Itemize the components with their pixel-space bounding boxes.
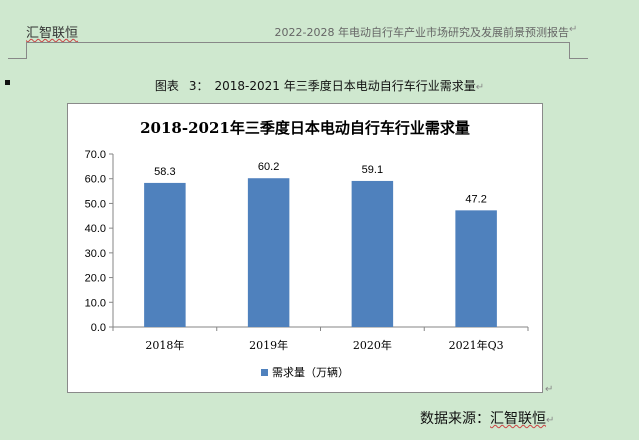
source-paragraph-mark: ↵	[546, 415, 555, 426]
bar	[455, 210, 497, 327]
figure-caption: 图表 3： 2018-2021 年三季度日本电动自行车行业需求量↵	[0, 77, 639, 94]
paragraph-bullet	[5, 80, 10, 85]
bar-chart: 2018-2021年三季度日本电动自行车行业需求量 0.0 10.0 20.0 30.0…	[85, 119, 529, 379]
source-label: 数据来源：	[420, 411, 490, 427]
x-tick-label: 2021年Q3	[449, 338, 504, 352]
legend-label: 需求量（万辆）	[272, 365, 349, 379]
legend-swatch	[261, 369, 268, 376]
header-company-name: 汇智联恒	[26, 26, 79, 41]
caption-number: 3：	[188, 79, 209, 93]
y-tick-label: 50.0	[85, 198, 106, 210]
header-paragraph-mark: ↵	[569, 24, 578, 35]
header-corner-right	[569, 42, 588, 59]
x-tick-label: 2019年	[249, 338, 288, 352]
y-tick-label: 30.0	[85, 248, 106, 260]
chart-paragraph-mark: ↵	[545, 384, 554, 395]
x-tick-label: 2020年	[353, 338, 392, 352]
bar	[247, 178, 290, 327]
data-label: 60.2	[258, 161, 279, 173]
y-tick-label: 70.0	[85, 149, 106, 161]
source-line: 数据来源：汇智联恒↵	[420, 408, 554, 428]
chart-frame[interactable]: 2018-2021年三季度日本电动自行车行业需求量 0.0 10.0 20.0 30.0…	[67, 103, 543, 393]
data-label: 59.1	[362, 164, 383, 176]
x-tick-label: 2018年	[145, 338, 184, 352]
chart-title: 2018-2021年三季度日本电动自行车行业需求量	[140, 119, 470, 137]
y-tick-label: 10.0	[85, 297, 106, 309]
y-tick-label: 60.0	[85, 174, 106, 186]
bar	[144, 182, 186, 327]
caption-prefix: 图表	[154, 79, 179, 93]
data-label: 47.2	[465, 193, 486, 205]
caption-paragraph-mark: ↵	[475, 82, 485, 93]
y-tick-label: 20.0	[85, 273, 106, 285]
caption-text: 2018-2021 年三季度日本电动自行车行业需求量	[214, 79, 476, 93]
data-label: 58.3	[154, 166, 175, 178]
source-name: 汇智联恒	[490, 411, 546, 427]
bar	[351, 180, 394, 327]
header-report-title: 2022-2028 年电动自行车产业市场研究及发展前景预测报告	[275, 24, 569, 40]
header-report-title-text: 2022-2028 年电动自行车产业市场研究及发展前景预测报告	[274, 26, 569, 39]
y-tick-label: 0.0	[91, 322, 106, 334]
header-rule	[26, 42, 569, 43]
y-tick-label: 40.0	[85, 223, 106, 235]
header-corner-left	[8, 42, 27, 59]
